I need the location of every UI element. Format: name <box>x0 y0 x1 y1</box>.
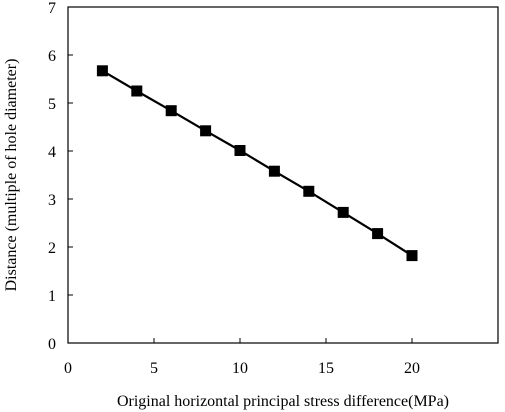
data-point <box>234 145 246 156</box>
y-tick-label: 7 <box>48 0 56 17</box>
x-tick-label: 5 <box>150 360 158 377</box>
data-point <box>337 206 349 218</box>
y-tick-label: 6 <box>48 48 56 65</box>
x-axis-ticks: 0 5 10 15 20 <box>64 338 420 377</box>
data-point <box>303 185 315 197</box>
data-point <box>268 165 280 177</box>
y-axis-title: Distance (multiple of hole diameter) <box>3 59 20 292</box>
y-tick-label: 2 <box>48 240 56 257</box>
y-tick-label: 5 <box>48 96 56 113</box>
y-tick-label: 0 <box>48 336 56 353</box>
data-point <box>372 228 384 240</box>
x-tick-label: 0 <box>64 360 72 377</box>
x-axis-title: Original horizontal principal stress dif… <box>117 393 449 410</box>
y-axis-ticks: 0 1 2 3 4 5 6 7 <box>48 0 73 353</box>
y-tick-label: 4 <box>48 144 56 161</box>
x-tick-label: 15 <box>318 360 334 377</box>
y-tick-label: 1 <box>48 288 56 305</box>
plot-frame <box>67 6 499 344</box>
series-line <box>101 69 413 257</box>
x-tick-label: 20 <box>404 360 420 377</box>
data-point <box>165 105 177 117</box>
data-point <box>200 125 212 137</box>
x-tick-label: 10 <box>232 360 248 377</box>
y-tick-label: 3 <box>48 192 56 209</box>
data-point <box>406 250 418 262</box>
data-point <box>96 65 108 77</box>
data-series <box>96 65 418 262</box>
data-point <box>131 85 143 97</box>
